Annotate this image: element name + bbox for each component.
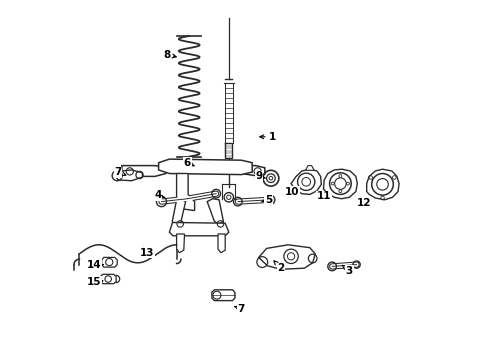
Text: 14: 14 <box>87 260 103 270</box>
Polygon shape <box>259 245 315 269</box>
Text: 11: 11 <box>317 191 331 201</box>
Text: 9: 9 <box>255 171 266 181</box>
Polygon shape <box>176 174 195 211</box>
Text: 15: 15 <box>87 276 103 287</box>
Polygon shape <box>122 166 166 176</box>
Text: 1: 1 <box>260 132 275 142</box>
Text: 3: 3 <box>343 265 353 276</box>
Text: 5: 5 <box>262 195 272 205</box>
Text: 6: 6 <box>184 158 194 168</box>
Text: 8: 8 <box>163 50 176 60</box>
Text: 7: 7 <box>115 167 126 177</box>
Text: 12: 12 <box>357 198 372 208</box>
Text: 4: 4 <box>154 190 165 200</box>
Polygon shape <box>172 199 186 226</box>
Polygon shape <box>212 290 235 301</box>
Polygon shape <box>207 199 223 224</box>
Text: 7: 7 <box>235 304 245 314</box>
Polygon shape <box>170 222 229 236</box>
Text: 2: 2 <box>274 261 285 273</box>
Polygon shape <box>176 234 185 253</box>
Polygon shape <box>159 159 252 175</box>
Text: 10: 10 <box>285 186 300 197</box>
Polygon shape <box>218 234 225 253</box>
Polygon shape <box>323 169 357 199</box>
Polygon shape <box>305 166 314 170</box>
Polygon shape <box>242 166 265 176</box>
Polygon shape <box>291 169 321 194</box>
Text: 13: 13 <box>140 247 154 258</box>
Polygon shape <box>102 257 117 267</box>
Polygon shape <box>100 274 116 284</box>
Polygon shape <box>115 170 143 181</box>
Polygon shape <box>367 169 399 200</box>
